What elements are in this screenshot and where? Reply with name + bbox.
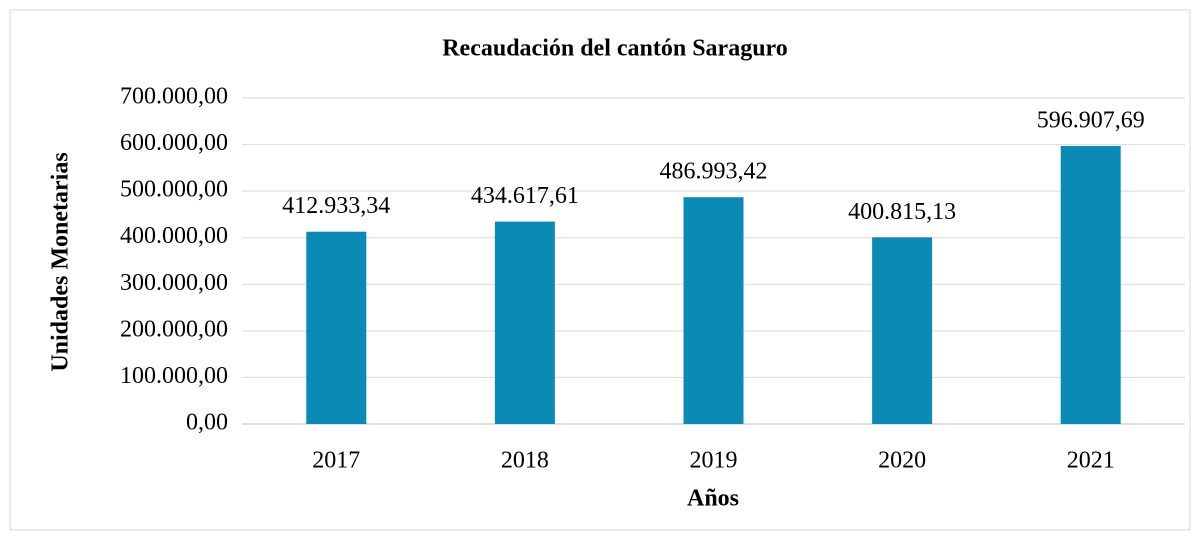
y-axis-label: Unidades Monetarias bbox=[48, 152, 74, 371]
bar bbox=[683, 197, 744, 424]
x-tick-label: 2021 bbox=[1067, 448, 1115, 474]
chart-title: Recaudación del cantón Saraguro bbox=[442, 36, 788, 62]
bar bbox=[872, 237, 933, 424]
x-tick-label: 2019 bbox=[690, 448, 738, 474]
y-tick-label: 700.000,00 bbox=[120, 84, 228, 110]
data-label: 400.815,13 bbox=[848, 199, 956, 225]
y-tick-label: 600.000,00 bbox=[120, 130, 228, 156]
y-tick-label: 200.000,00 bbox=[120, 316, 228, 342]
data-label: 596.907,69 bbox=[1037, 108, 1145, 134]
data-label: 412.933,34 bbox=[282, 193, 390, 219]
data-label: 486.993,42 bbox=[660, 159, 768, 185]
x-tick-label: 2018 bbox=[501, 448, 549, 474]
chart-border bbox=[9, 9, 1191, 531]
x-tick-label: 2017 bbox=[312, 448, 360, 474]
bar bbox=[1060, 146, 1121, 424]
y-tick-label: 400.000,00 bbox=[120, 223, 228, 249]
y-tick-label: 0,00 bbox=[186, 410, 228, 436]
data-label: 434.617,61 bbox=[471, 183, 579, 209]
x-tick-label: 2020 bbox=[878, 448, 926, 474]
x-axis-label: Años bbox=[687, 486, 739, 512]
bar bbox=[494, 221, 555, 424]
y-tick-label: 100.000,00 bbox=[120, 363, 228, 389]
bar bbox=[306, 231, 367, 424]
y-tick-label: 300.000,00 bbox=[120, 270, 228, 296]
y-tick-label: 500.000,00 bbox=[120, 177, 228, 203]
